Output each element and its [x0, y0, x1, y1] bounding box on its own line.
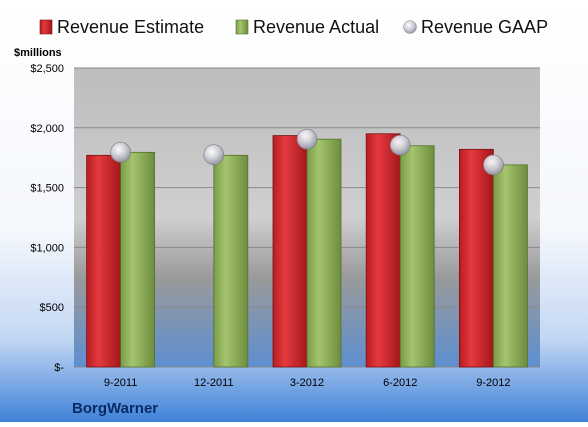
unit-label: $millions: [14, 47, 62, 59]
x-tick-label-9-2011: 9-2011: [104, 377, 137, 389]
x-tick-label-9-2012: 9-2012: [476, 377, 510, 389]
x-axis-tick-labels: 9-2011 12-2011 3-2012 6-2012 9-2012: [104, 377, 511, 389]
bar-revenue-actual-9-2011: [120, 151, 155, 368]
gaap-markers: [110, 128, 504, 176]
marker-revenue-gaap-9-2012: [483, 154, 504, 176]
y-tick-label-0: $-: [54, 362, 64, 374]
bar-revenue-estimate-6-2012: [365, 133, 401, 368]
bar-revenue-estimate-9-2012: [458, 148, 494, 368]
marker-revenue-gaap-9-2011: [110, 142, 131, 163]
company-label: BorgWarner: [72, 400, 158, 417]
legend-swatch-revenue-gaap: [403, 20, 417, 34]
marker-revenue-gaap-6-2012: [389, 134, 411, 156]
legend-label-revenue-estimate: Revenue Estimate: [57, 17, 204, 37]
y-tick-label-1000: $1,000: [30, 242, 64, 254]
legend-label-revenue-actual: Revenue Actual: [253, 17, 379, 37]
y-axis-tick-labels: $- $500 $1,000 $1,500 $2,000 $2,500: [30, 63, 64, 374]
bars: [86, 133, 528, 368]
y-tick-label-1500: $1,500: [30, 183, 64, 195]
y-tick-label-2000: $2,000: [30, 123, 64, 135]
bar-revenue-actual-9-2012: [492, 164, 528, 368]
bar-revenue-actual-3-2012: [306, 138, 342, 368]
legend: Revenue Estimate Revenue Actual Revenue GA…: [39, 17, 548, 37]
x-tick-label-3-2012: 3-2012: [290, 377, 324, 389]
x-tick-label-6-2012: 6-2012: [383, 377, 417, 389]
bar-revenue-estimate-9-2011: [86, 154, 121, 368]
y-tick-label-2500: $2,500: [30, 63, 64, 75]
x-tick-label-12-2011: 12-2011: [194, 377, 234, 389]
y-tick-label-500: $500: [40, 302, 64, 314]
bar-revenue-actual-6-2012: [399, 145, 435, 368]
legend-label-revenue-gaap: Revenue GAAP: [421, 17, 548, 37]
legend-swatch-revenue-actual: [235, 19, 249, 35]
marker-revenue-gaap-12-2011: [203, 144, 225, 166]
bar-revenue-estimate-3-2012: [272, 135, 308, 368]
legend-swatch-revenue-estimate: [39, 19, 53, 35]
bar-revenue-actual-12-2011: [213, 154, 249, 368]
marker-revenue-gaap-3-2012: [296, 128, 318, 150]
